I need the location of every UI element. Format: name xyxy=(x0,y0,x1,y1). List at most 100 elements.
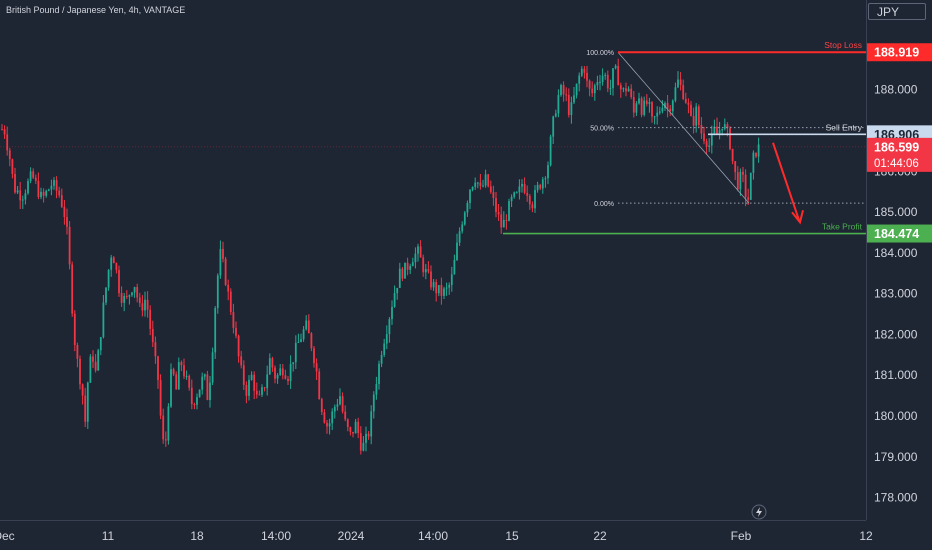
candle xyxy=(339,396,341,405)
candle xyxy=(336,404,339,407)
candle xyxy=(666,103,669,109)
candle xyxy=(144,299,146,311)
candle xyxy=(731,148,734,162)
candle xyxy=(482,185,484,187)
candle xyxy=(211,352,214,383)
candle xyxy=(734,161,737,173)
time-tick-label: 2024 xyxy=(338,529,365,543)
candle xyxy=(149,309,152,329)
candle xyxy=(718,130,721,134)
candle xyxy=(328,423,331,427)
price-tick-label: 178.000 xyxy=(874,491,918,505)
candle xyxy=(440,285,443,296)
candle xyxy=(209,382,211,400)
candle xyxy=(427,269,430,272)
candle xyxy=(274,367,276,379)
candle xyxy=(24,193,27,200)
candle xyxy=(8,150,11,160)
candle xyxy=(3,129,6,135)
candle xyxy=(661,107,664,112)
price-tick-label: 185.000 xyxy=(874,205,918,219)
take-profit-label: Take Profit xyxy=(822,222,863,232)
candle xyxy=(21,199,24,201)
candle xyxy=(645,100,648,104)
candle xyxy=(162,415,165,440)
candle xyxy=(63,206,66,217)
current-price-badge-bg xyxy=(867,137,932,172)
candle xyxy=(245,384,248,396)
candle xyxy=(497,212,500,215)
candle xyxy=(279,368,282,376)
candle xyxy=(370,411,373,437)
candle xyxy=(739,171,742,190)
candle xyxy=(596,82,599,86)
candle xyxy=(505,219,508,221)
candle xyxy=(190,387,193,405)
currency-selector[interactable]: JPY xyxy=(868,3,926,20)
candle xyxy=(84,395,87,422)
plot-background xyxy=(0,0,866,520)
candle xyxy=(183,365,185,377)
candle xyxy=(586,72,588,81)
candle xyxy=(669,108,672,112)
candle xyxy=(115,263,118,270)
candle xyxy=(677,79,679,88)
candle xyxy=(164,439,167,441)
candle xyxy=(107,269,110,288)
candle xyxy=(606,74,609,89)
time-tick-label: 22 xyxy=(593,529,607,543)
candle xyxy=(544,178,547,180)
candle xyxy=(14,173,16,193)
candle xyxy=(396,287,399,294)
candle xyxy=(302,329,305,340)
candle xyxy=(58,190,61,196)
candle xyxy=(500,214,503,228)
candle xyxy=(492,192,495,198)
candle xyxy=(362,442,365,451)
candle xyxy=(112,257,115,264)
candle xyxy=(528,195,531,205)
candle xyxy=(578,75,581,84)
candle xyxy=(729,128,731,149)
candle xyxy=(326,422,328,427)
candle xyxy=(573,95,575,103)
candle xyxy=(40,191,42,198)
candle xyxy=(593,85,596,94)
candle xyxy=(45,190,48,196)
candle xyxy=(352,431,354,434)
candle xyxy=(700,124,703,134)
candle xyxy=(466,202,469,213)
candle xyxy=(34,177,37,181)
candle xyxy=(651,102,653,117)
fib-trendline xyxy=(617,51,750,204)
candle xyxy=(417,246,419,254)
candle xyxy=(690,104,692,116)
candle xyxy=(448,285,451,288)
candle xyxy=(287,378,289,382)
current-price-badge: 186.599 xyxy=(874,140,919,154)
candle xyxy=(388,319,391,335)
replay-icon[interactable] xyxy=(751,504,767,520)
candle xyxy=(216,275,219,309)
candle xyxy=(349,427,352,432)
candle xyxy=(716,126,718,134)
candle xyxy=(744,174,747,198)
candle xyxy=(736,172,739,190)
candle xyxy=(154,342,157,357)
candle xyxy=(53,180,55,186)
price-tick-label: 184.000 xyxy=(874,246,918,260)
candle xyxy=(713,126,716,134)
time-tick-label: Feb xyxy=(731,529,752,543)
candle xyxy=(456,242,458,260)
candle xyxy=(261,387,263,395)
candle xyxy=(99,337,102,351)
time-axis[interactable]: Dec 11 18 14:00 2024 14:00 15 22 Feb 12 xyxy=(0,529,873,543)
candle xyxy=(253,374,256,391)
candle xyxy=(705,141,708,147)
candle xyxy=(510,196,513,202)
candle xyxy=(73,313,76,346)
candles-layer xyxy=(1,58,760,455)
candle xyxy=(102,302,105,338)
candle xyxy=(552,116,555,137)
